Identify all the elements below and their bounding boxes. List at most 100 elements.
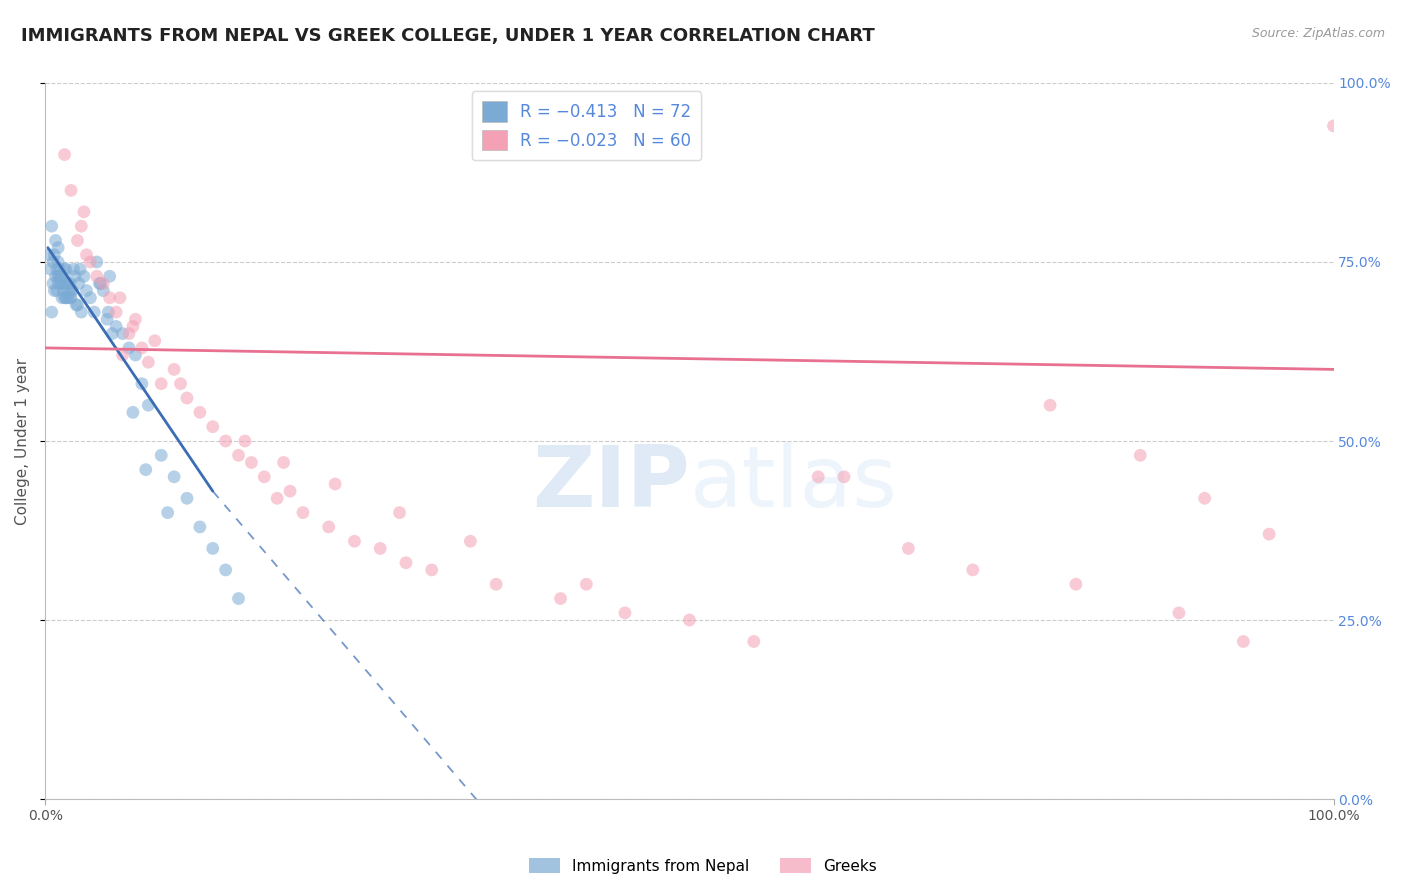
Point	[138, 355, 160, 369]
Point	[70, 305, 93, 319]
Point	[49, 277, 72, 291]
Point	[46, 241, 69, 255]
Point	[45, 234, 67, 248]
Point	[41, 219, 63, 234]
Point	[742, 634, 765, 648]
Point	[131, 376, 153, 391]
Point	[70, 219, 93, 234]
Point	[46, 269, 69, 284]
Point	[214, 563, 236, 577]
Point	[46, 255, 69, 269]
Point	[79, 255, 101, 269]
Point	[1064, 577, 1087, 591]
Point	[42, 255, 65, 269]
Point	[135, 463, 157, 477]
Point	[1194, 491, 1216, 506]
Point	[76, 284, 98, 298]
Point	[53, 147, 76, 161]
Point	[188, 405, 211, 419]
Point	[124, 312, 146, 326]
Point	[343, 534, 366, 549]
Point	[291, 506, 314, 520]
Point	[575, 577, 598, 591]
Point	[91, 277, 114, 291]
Point	[53, 277, 76, 291]
Point	[66, 234, 89, 248]
Point	[86, 269, 108, 284]
Point	[53, 291, 76, 305]
Point	[73, 269, 96, 284]
Point	[60, 183, 83, 197]
Point	[59, 291, 82, 305]
Point	[240, 455, 263, 469]
Point	[1232, 634, 1254, 648]
Point	[97, 305, 120, 319]
Point	[55, 291, 77, 305]
Point	[89, 277, 111, 291]
Point	[48, 262, 70, 277]
Point	[44, 248, 66, 262]
Point	[233, 434, 256, 448]
Point	[52, 277, 75, 291]
Point	[45, 262, 67, 277]
Point	[395, 556, 418, 570]
Point	[485, 577, 508, 591]
Point	[176, 491, 198, 506]
Point	[53, 262, 76, 277]
Point	[98, 269, 121, 284]
Text: atlas: atlas	[689, 442, 897, 525]
Point	[150, 376, 173, 391]
Point	[60, 291, 83, 305]
Point	[51, 291, 73, 305]
Point	[1322, 119, 1344, 133]
Point	[228, 591, 250, 606]
Point	[62, 262, 84, 277]
Point	[460, 534, 482, 549]
Point	[58, 284, 80, 298]
Point	[69, 262, 91, 277]
Point	[138, 398, 160, 412]
Point	[66, 298, 89, 312]
Point	[96, 312, 118, 326]
Legend: Immigrants from Nepal, Greeks: Immigrants from Nepal, Greeks	[523, 852, 883, 880]
Point	[150, 448, 173, 462]
Point	[111, 326, 134, 341]
Point	[45, 284, 67, 298]
Point	[60, 284, 83, 298]
Point	[420, 563, 443, 577]
Point	[63, 269, 86, 284]
Point	[253, 470, 276, 484]
Point	[101, 326, 124, 341]
Text: ZIP: ZIP	[531, 442, 689, 525]
Point	[124, 348, 146, 362]
Point	[318, 520, 340, 534]
Point	[49, 269, 72, 284]
Point	[188, 520, 211, 534]
Point	[59, 277, 82, 291]
Point	[614, 606, 637, 620]
Point	[46, 277, 69, 291]
Point	[105, 319, 128, 334]
Point	[678, 613, 700, 627]
Point	[368, 541, 391, 556]
Text: IMMIGRANTS FROM NEPAL VS GREEK COLLEGE, UNDER 1 YEAR CORRELATION CHART: IMMIGRANTS FROM NEPAL VS GREEK COLLEGE, …	[21, 27, 875, 45]
Point	[550, 591, 572, 606]
Point	[41, 305, 63, 319]
Point	[323, 477, 346, 491]
Point	[897, 541, 920, 556]
Point	[52, 284, 75, 298]
Point	[278, 484, 301, 499]
Point	[39, 262, 62, 277]
Point	[122, 405, 145, 419]
Point	[65, 298, 87, 312]
Point	[38, 248, 60, 262]
Point	[176, 391, 198, 405]
Point	[214, 434, 236, 448]
Point	[156, 506, 179, 520]
Point	[48, 269, 70, 284]
Point	[90, 277, 112, 291]
Point	[111, 348, 134, 362]
Point	[266, 491, 288, 506]
Point	[273, 455, 295, 469]
Point	[228, 448, 250, 462]
